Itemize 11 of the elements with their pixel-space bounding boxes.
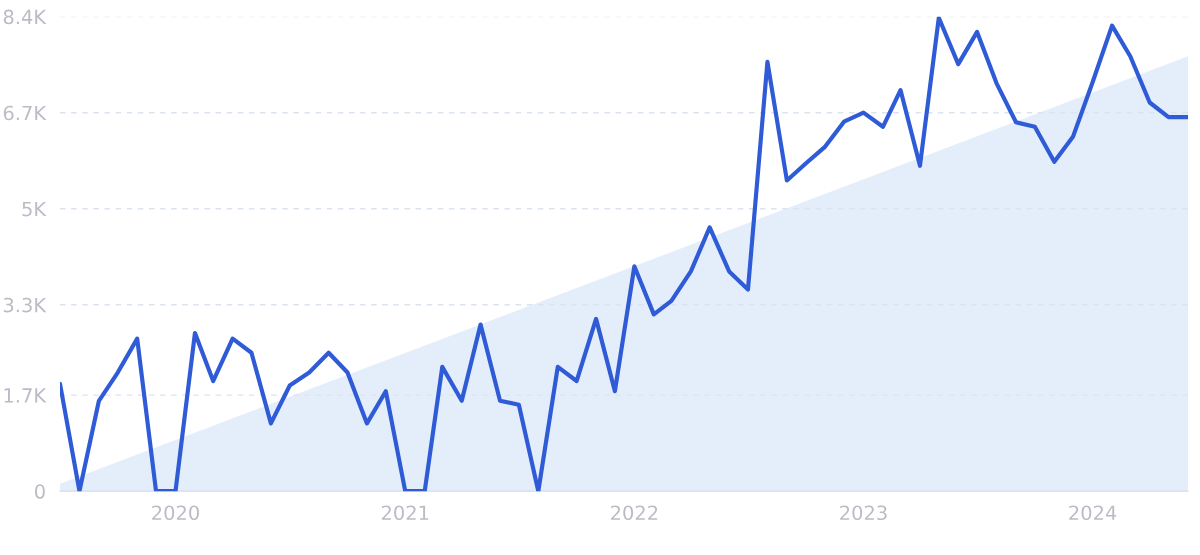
y-tick-label: 3.3K <box>3 297 47 313</box>
x-tick-label: 2022 <box>611 505 658 521</box>
y-tick-label: 6.7K <box>3 105 47 121</box>
y-tick-label: 5K <box>22 201 47 217</box>
y-tick-label: 1.7K <box>4 388 47 403</box>
x-tick-label: 2024 <box>1069 505 1117 521</box>
y-tick-label: 0 <box>35 484 45 499</box>
x-tick-label: 2020 <box>152 505 199 521</box>
x-tick-label: 2023 <box>840 505 887 521</box>
x-tick-label: 2021 <box>381 505 429 521</box>
y-tick-label: 8.4K <box>3 9 47 25</box>
